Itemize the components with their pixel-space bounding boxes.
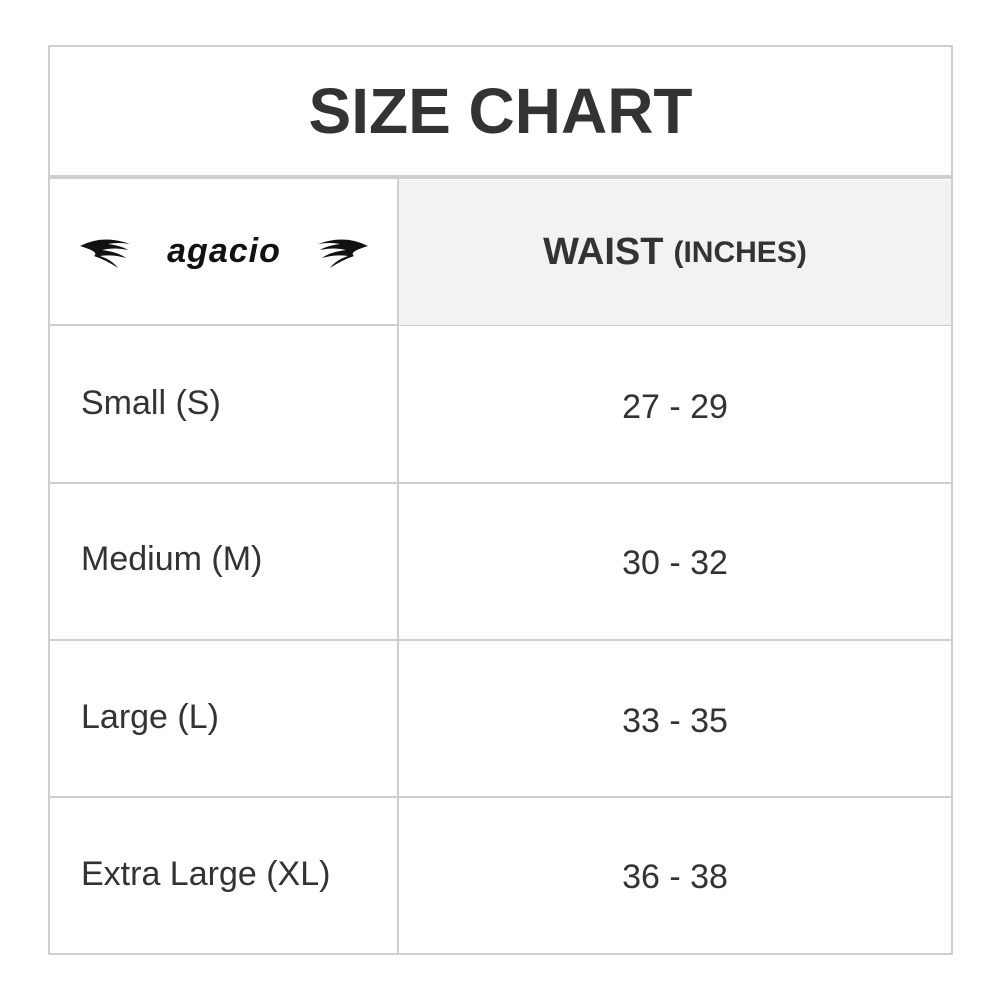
- divider: [48, 175, 953, 179]
- agacio-logo: agacio: [80, 232, 368, 270]
- waist-value: 33 - 35: [622, 702, 728, 740]
- divider: [48, 482, 953, 484]
- waist-value: 30 - 32: [622, 544, 728, 582]
- unit-label: (INCHES): [673, 235, 807, 269]
- divider: [48, 639, 953, 641]
- size-chart-table: [48, 45, 953, 955]
- divider: [48, 796, 953, 798]
- waist-header: WAIST (INCHES): [399, 180, 951, 325]
- waist-value: 27 - 29: [622, 388, 728, 426]
- size-label: Extra Large (XL): [81, 855, 331, 893]
- size-label: Medium (M): [81, 540, 263, 578]
- svg-text:agacio: agacio: [167, 232, 281, 270]
- column-divider: [397, 177, 399, 953]
- waist-value: 36 - 38: [622, 858, 728, 896]
- size-label: Large (L): [81, 698, 219, 736]
- divider: [48, 324, 953, 326]
- size-label: Small (S): [81, 384, 221, 422]
- waist-label: WAIST: [543, 231, 664, 273]
- page-title: SIZE CHART: [308, 75, 693, 147]
